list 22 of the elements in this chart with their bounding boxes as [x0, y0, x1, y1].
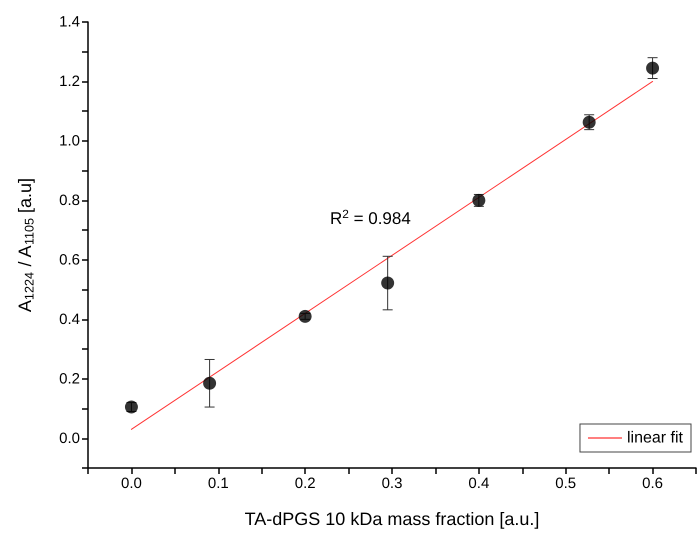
- y-tick-label: 1.4: [59, 14, 80, 30]
- legend-label: linear fit: [626, 430, 684, 446]
- x-tick-label: 0.5: [555, 475, 576, 492]
- y-tick-label: 0.4: [59, 310, 80, 328]
- point: [203, 376, 216, 390]
- y-tick-label: 0.8: [59, 192, 80, 209]
- point: [298, 310, 312, 323]
- x-axis-title: TA-dPGS 10 kDa mass fraction [a.u.]: [244, 509, 540, 529]
- y-tick-label: 0.2: [59, 370, 80, 388]
- y-tick-label: 1.2: [59, 72, 80, 90]
- y-axis-title: A1224 / A1105 [a.u]: [15, 178, 36, 312]
- x-tick-label: 0.3: [382, 475, 402, 492]
- x-tick-label: 0.2: [294, 475, 316, 492]
- x-tick-label: 0.6: [642, 475, 663, 492]
- x-tick-label: 0.0: [121, 475, 142, 492]
- point: [646, 62, 660, 75]
- x-tick-label: 0.4: [468, 475, 490, 492]
- y-tick-label: 0.0: [59, 430, 80, 447]
- point: [381, 276, 394, 290]
- x-tick-label: 0.1: [208, 475, 229, 492]
- y-tick-label: 1.0: [59, 132, 80, 150]
- y-tick-label: 0.6: [59, 251, 80, 268]
